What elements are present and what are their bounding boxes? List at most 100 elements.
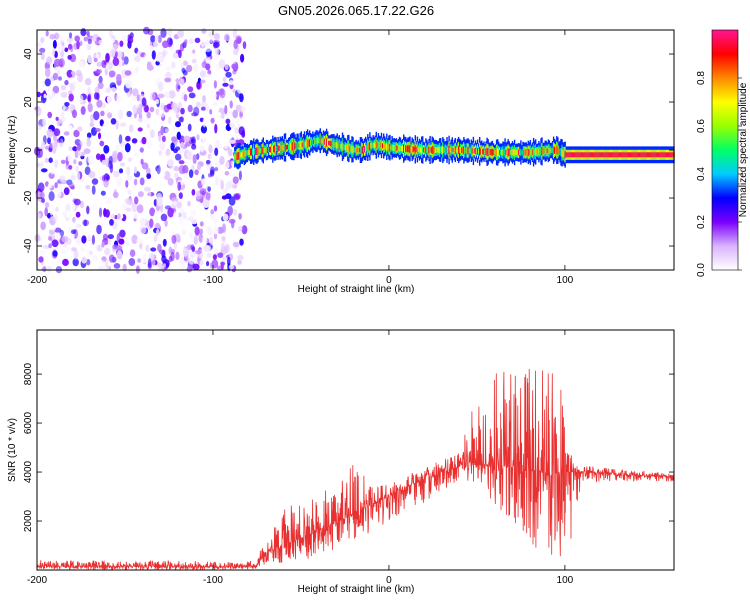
noise-blob — [105, 52, 110, 63]
noise-blob — [108, 70, 116, 78]
ridge-cell — [403, 144, 405, 153]
noise-blob — [219, 155, 225, 165]
noise-blob — [229, 122, 235, 128]
noise-blob — [44, 207, 48, 217]
ridge-cell — [474, 147, 477, 155]
ridge-cell — [341, 142, 344, 151]
ridge-cell — [331, 140, 333, 147]
noise-blob — [40, 51, 45, 61]
ridge-cell — [521, 150, 523, 155]
noise-blob — [220, 242, 225, 250]
ridge-cell — [585, 152, 588, 158]
ridge-cell — [412, 146, 414, 153]
noise-blob — [64, 102, 70, 107]
ridge-cell — [240, 152, 242, 158]
noise-blob — [167, 207, 175, 218]
ridge-cell — [559, 148, 561, 155]
ridge-cell — [351, 145, 353, 154]
noise-blob — [119, 40, 124, 47]
noise-blob — [71, 232, 75, 239]
noise-blob — [171, 234, 177, 244]
noise-blob — [109, 218, 114, 226]
noise-blob — [241, 225, 248, 235]
noise-blob — [112, 191, 119, 199]
noise-blob — [72, 109, 77, 119]
noise-blob — [72, 216, 76, 223]
noise-blob — [75, 69, 82, 77]
noise-blob — [136, 204, 144, 214]
noise-blob — [146, 111, 151, 119]
ridge-cell — [438, 146, 441, 154]
noise-blob — [65, 203, 71, 213]
noise-blob — [222, 76, 227, 83]
noise-blob — [71, 247, 77, 252]
noise-blob — [149, 207, 156, 217]
ridge-cell — [565, 152, 567, 158]
noise-blob — [188, 92, 196, 99]
snr-y-tick-label: 6000 — [23, 412, 34, 435]
noise-blob — [205, 191, 211, 202]
noise-blob — [56, 138, 62, 143]
ridge-cell — [498, 149, 500, 156]
noise-blob — [171, 136, 177, 143]
spectrogram-x-tick-label: 0 — [386, 275, 392, 286]
spectrogram-y-tick-label: 0 — [23, 147, 34, 153]
noise-blob — [107, 234, 115, 240]
noise-blob — [232, 176, 239, 184]
noise-blob — [153, 235, 158, 242]
ridge-cell — [258, 148, 260, 154]
noise-blob — [92, 204, 98, 211]
noise-blob — [139, 177, 145, 186]
noise-blob — [98, 39, 104, 45]
noise-blob — [50, 226, 56, 232]
ridge-cell — [520, 148, 522, 157]
ridge-cell — [607, 152, 610, 158]
noise-blob — [178, 165, 186, 175]
ridge-cell — [306, 139, 309, 148]
ridge-cell — [564, 150, 566, 159]
noise-blob — [158, 132, 162, 142]
ridge-cell — [348, 144, 350, 153]
noise-blob — [98, 75, 103, 84]
noise-blob — [42, 244, 50, 249]
ridge-cell — [581, 152, 583, 158]
noise-blob — [195, 101, 201, 108]
noise-blob — [217, 112, 222, 117]
noise-blob — [199, 260, 204, 266]
ridge-cell — [626, 152, 629, 158]
noise-blob — [180, 78, 185, 86]
noise-blob — [187, 200, 191, 207]
ridge-cell — [641, 152, 643, 158]
noise-blob — [72, 146, 78, 152]
noise-blob — [69, 203, 76, 212]
ridge-cell — [362, 147, 365, 153]
noise-blob — [108, 254, 115, 263]
ridge-cell — [380, 141, 383, 150]
ridge-cell — [605, 152, 608, 158]
noise-blob — [108, 30, 113, 38]
noise-blob — [209, 236, 214, 246]
noise-blob — [133, 178, 138, 186]
ridge-cell — [596, 152, 598, 158]
noise-blob — [215, 176, 219, 186]
noise-blob — [192, 63, 199, 72]
noise-blob — [117, 51, 123, 59]
noise-blob — [202, 118, 207, 128]
ridge-cell — [501, 149, 503, 156]
noise-blob — [83, 219, 88, 227]
noise-blob — [137, 191, 144, 198]
ridge-cell — [278, 145, 280, 151]
noise-blob — [205, 104, 210, 112]
noise-blob — [239, 106, 246, 113]
noise-blob — [110, 118, 117, 125]
noise-blob — [113, 206, 117, 212]
ridge-cell — [291, 142, 293, 151]
noise-blob — [150, 35, 156, 43]
ridge-cell — [604, 152, 607, 158]
noise-blob — [103, 145, 110, 154]
ridge-cell — [608, 152, 611, 158]
noise-blob — [174, 146, 181, 151]
ridge-cell — [625, 152, 628, 158]
ridge-cell — [431, 146, 433, 155]
ridge-cell — [302, 141, 305, 148]
